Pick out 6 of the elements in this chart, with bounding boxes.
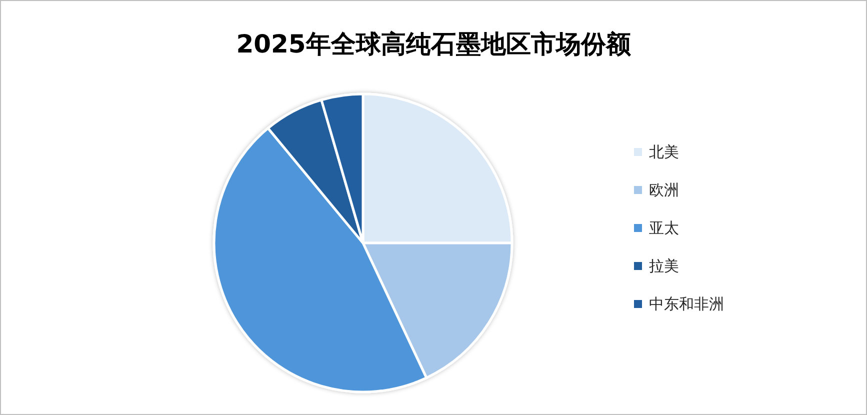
legend-label: 欧洲 [649, 181, 679, 199]
legend-label: 亚太 [649, 219, 679, 237]
legend-label: 中东和非洲 [649, 295, 724, 313]
legend-label: 拉美 [649, 257, 679, 275]
chart-title: 2025年全球高纯石墨地区市场份额 [236, 30, 632, 58]
legend-label: 北美 [649, 143, 679, 161]
